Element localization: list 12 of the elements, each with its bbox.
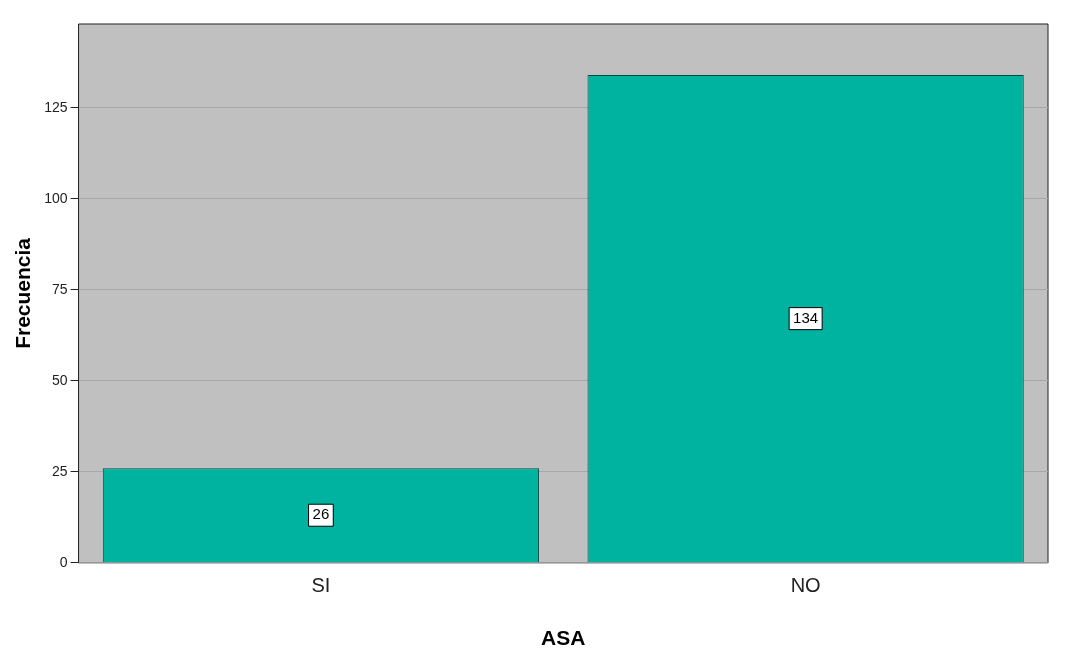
y-tick-label: 75 xyxy=(51,280,68,297)
y-tick-label: 50 xyxy=(51,371,68,388)
y-axis-title: Frecuencia xyxy=(11,237,35,349)
x-tick-label: NO xyxy=(790,574,821,597)
x-tick-label: SI xyxy=(311,574,331,597)
data-label: 134 xyxy=(793,308,819,326)
x-axis-title: ASA xyxy=(541,626,586,650)
y-tick-label: 0 xyxy=(59,553,68,570)
data-label: 26 xyxy=(312,505,330,523)
y-tick-label: 125 xyxy=(44,98,68,115)
y-tick-label: 25 xyxy=(51,462,68,479)
y-tick-label: 100 xyxy=(44,189,68,206)
